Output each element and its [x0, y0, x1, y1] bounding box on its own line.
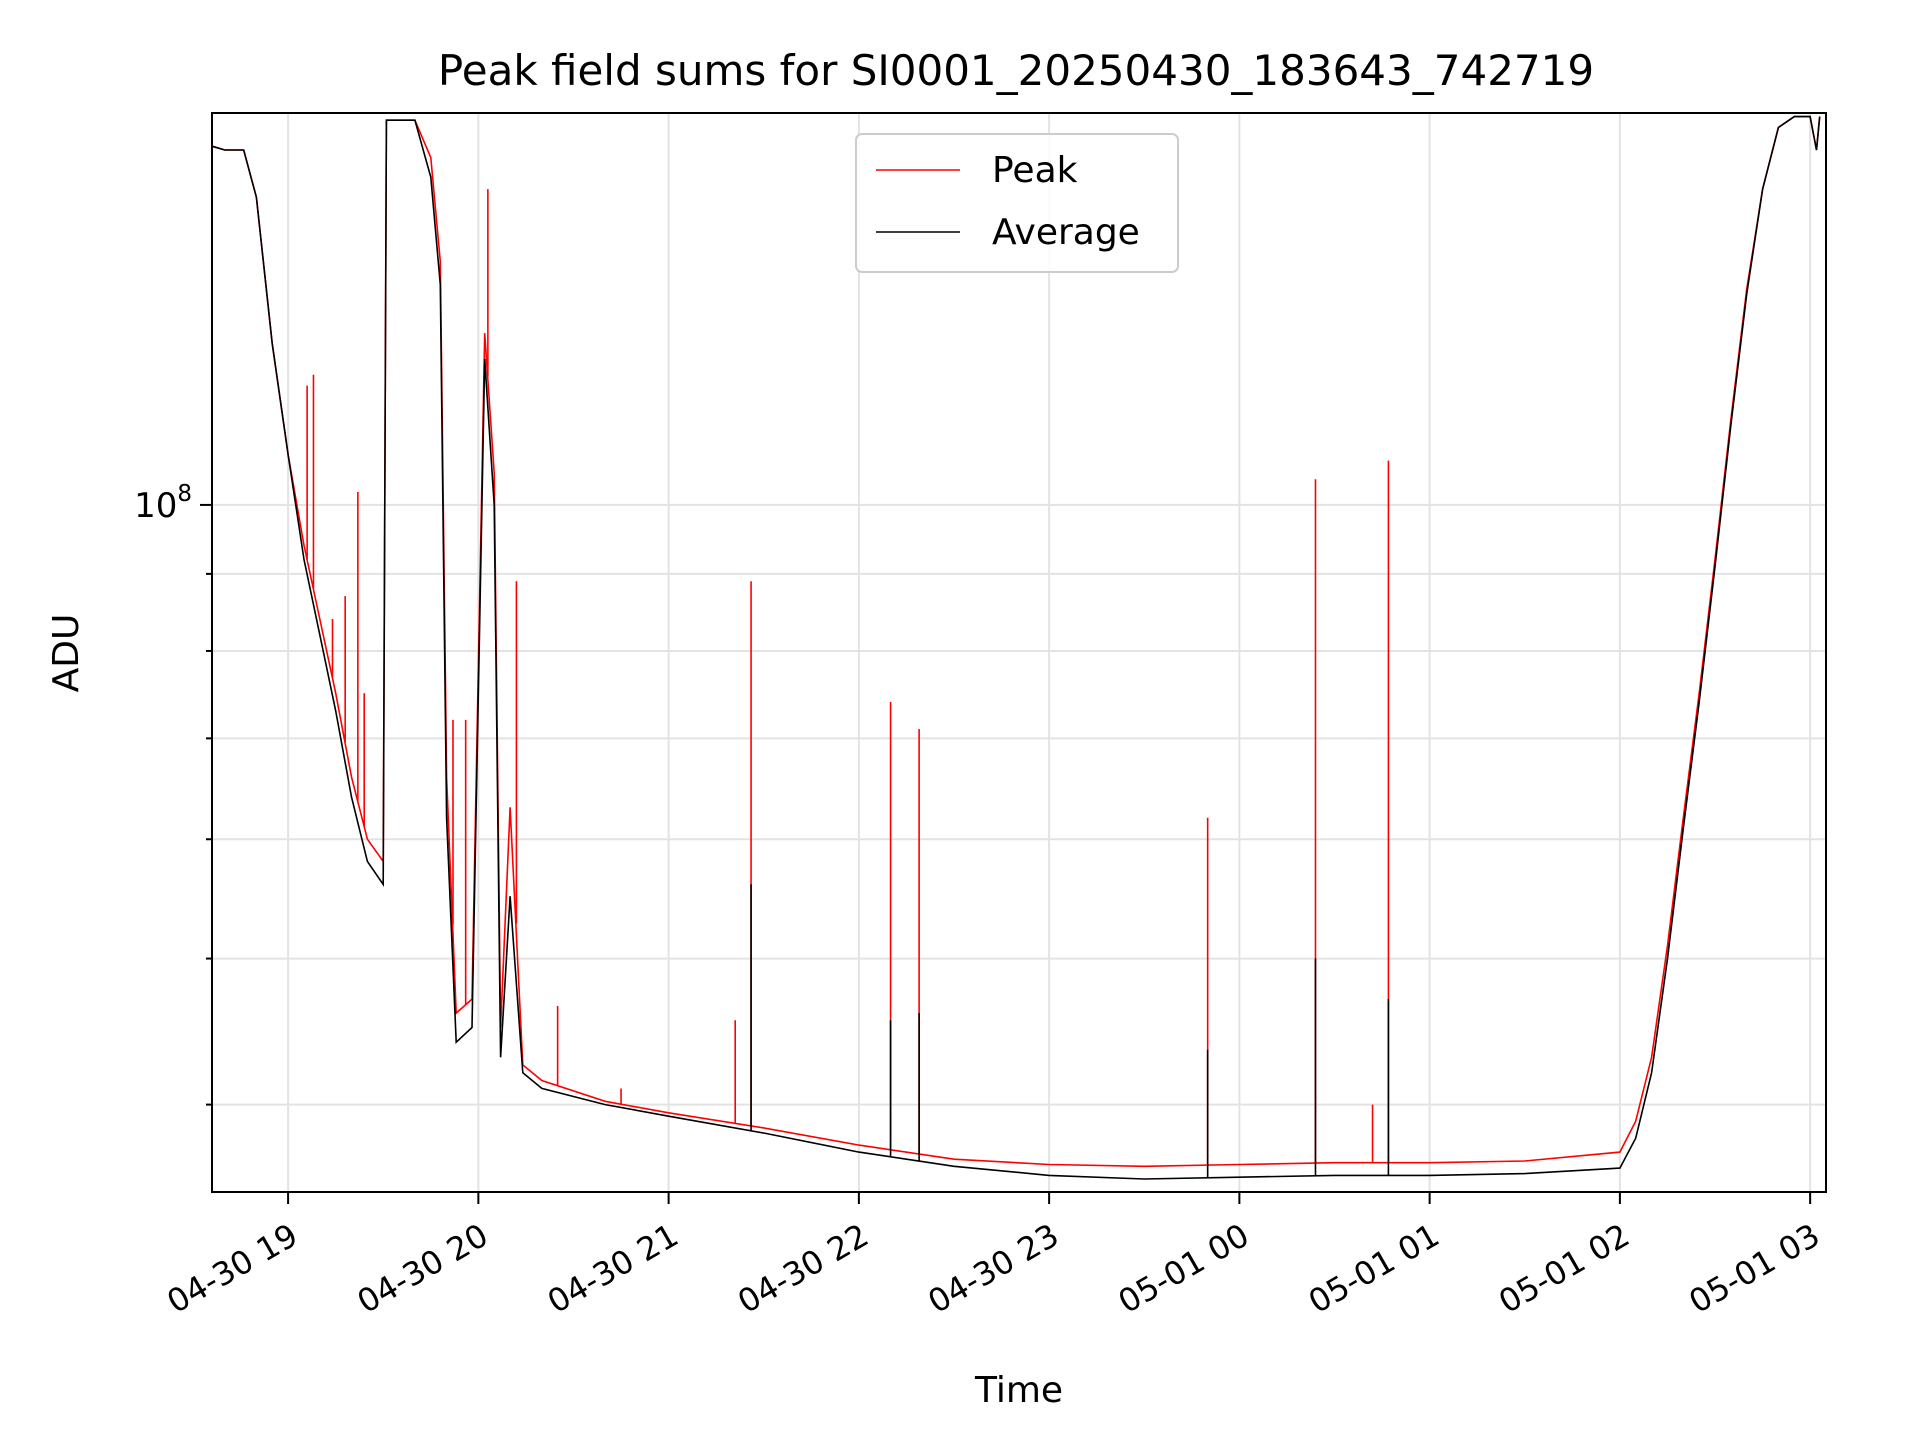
- grid-lines: [212, 113, 1826, 1192]
- plot-frame: [211, 112, 1827, 1193]
- y-axis: 108: [134, 481, 212, 1106]
- y-tick-label: 108: [134, 481, 192, 526]
- peak-series-line: [211, 115, 1821, 1168]
- legend-label-peak: Peak: [992, 150, 1078, 191]
- plot-area: [211, 115, 1821, 1180]
- legend-box: [855, 133, 1179, 273]
- chart-title: Peak field sums for SI0001_20250430_1836…: [438, 46, 1594, 95]
- legend: Peak Average: [855, 133, 1179, 273]
- legend-label-average: Average: [992, 212, 1140, 253]
- y-axis-label: ADU: [46, 614, 87, 693]
- x-axis-label: Time: [974, 1370, 1063, 1411]
- average-series-line: [211, 115, 1821, 1180]
